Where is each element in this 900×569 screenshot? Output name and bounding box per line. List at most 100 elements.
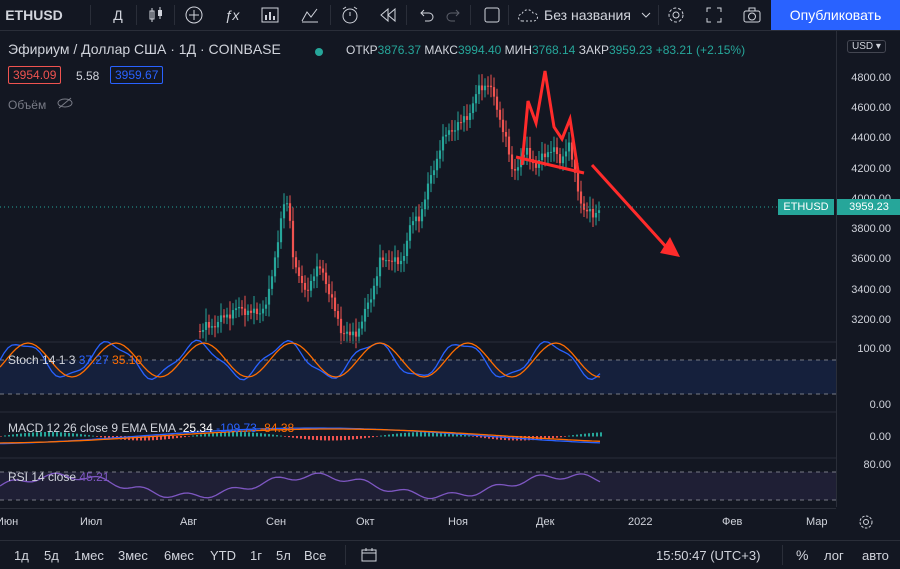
time-axis[interactable]: Июн Июл Авг Сен Окт Ноя Дек 2022 Фев Мар [0,508,836,539]
price-tick-label: 3800.00 [851,223,891,235]
cloud-icon[interactable] [516,0,540,30]
candle-body [225,314,229,318]
macd-hist-bar [528,436,530,441]
macd-hist-bar [408,432,410,437]
symbol-price-tag: ETHUSD [778,199,834,215]
macd-hist-bar [372,436,374,438]
drawn-head-shoulders [520,70,580,172]
macd-hist-bar [424,432,426,437]
drawing-pattern [515,70,680,257]
range-button[interactable]: Все [304,547,327,563]
undo-icon[interactable] [414,0,438,30]
percent-scale-toggle[interactable]: % [796,547,809,563]
fullscreen-square-icon[interactable] [480,0,504,30]
macd-hist-bar [108,436,110,439]
goto-date-icon[interactable] [360,541,378,569]
rsi-value: 45.21 [79,470,110,484]
candle-body [264,304,268,309]
eye-off-icon[interactable] [56,96,74,113]
price-tick-label: 4800.00 [851,72,891,84]
macd-hist-bar [152,436,154,441]
bottom-toolbar: 1д 5д 1мес 3мес 6мес YTD 1г 5л Все 15:50:47 (UTC… [0,540,900,569]
macd-hist-bar [256,432,258,437]
auto-scale-toggle[interactable]: авто [862,547,889,563]
macd-hist-bar [144,436,146,441]
macd-hist-bar [240,432,242,437]
candle-body [210,326,214,328]
macd-hist-bar [396,433,398,437]
candle-body [198,331,202,332]
range-button[interactable]: 1мес [74,547,104,563]
macd-hist-bar [420,432,422,437]
candle-body [384,260,388,262]
fullscreen-icon[interactable] [702,0,726,30]
range-button[interactable]: 1д [14,547,29,563]
function-icon[interactable]: ƒx [224,7,240,23]
candle-body [240,306,244,309]
candles-icon[interactable] [144,0,168,30]
publish-button[interactable]: Опубликовать [771,0,900,30]
macd-hist-bar [472,436,474,437]
candle-body [243,308,247,315]
layout-name[interactable]: Без названия [544,7,631,23]
macd-hist-bar [76,433,78,437]
bar-chart-icon[interactable] [258,0,282,30]
strategy-icon[interactable] [298,0,322,30]
macd-hist-bar [32,432,34,437]
range-button[interactable]: 6мес [164,547,194,563]
range-button[interactable]: 5л [276,547,291,563]
candle-body [255,308,259,314]
range-button[interactable]: 5д [44,547,59,563]
camera-icon[interactable] [740,0,764,30]
sell-price-box[interactable]: 3954.09 [8,66,62,84]
replay-icon[interactable] [376,0,400,30]
candle-body [372,285,376,300]
toolbar-divider [345,545,346,565]
macd-hist-bar [412,432,414,437]
candle-body [300,275,304,283]
log-scale-toggle[interactable]: лог [824,547,844,563]
macd-hist-bar [236,432,238,437]
stoch-band [0,360,836,394]
candle-body [279,218,283,243]
macd-hist-bar [596,432,598,437]
clock-timezone[interactable]: 15:50:47 (UTC+3) [656,547,761,563]
candle-body [369,299,373,303]
currency-select[interactable]: USD ▾ [847,40,886,53]
macd-hist-bar [52,432,54,437]
toolbar-divider [90,5,91,25]
chart-settings-gear-icon[interactable] [858,514,874,535]
macd-hist-bar [64,432,66,437]
range-button[interactable]: 1г [250,547,262,563]
candle-body [219,315,223,322]
macd-hist-bar [176,436,178,439]
macd-hist-bar [196,435,198,437]
alert-icon[interactable] [338,0,362,30]
macd-hist-bar [16,433,18,437]
price-axis[interactable]: USD ▾ 4800.004600.004400.004200.004000.0… [836,31,900,507]
last-price-tag: 3959.23 [837,199,900,215]
macd-hist-bar [440,432,442,437]
gear-icon[interactable] [664,0,688,30]
candle-body [408,225,412,241]
chevron-down-icon[interactable] [638,0,654,30]
range-button[interactable]: YTD [210,547,236,563]
candle-body [447,130,451,135]
redo-icon[interactable] [442,0,466,30]
buy-price-box[interactable]: 3959.67 [110,66,164,84]
interval-button[interactable]: Д [113,7,123,23]
candle-body [576,172,580,192]
price-chart[interactable] [0,31,836,507]
range-button[interactable]: 3мес [118,547,148,563]
candle-body [414,216,418,222]
add-indicator-icon[interactable] [182,0,206,30]
symbol-search[interactable]: ETHUSD [5,7,63,23]
candle-body [252,308,256,313]
macd-hist-bar [416,432,418,437]
macd-hist-bar [272,434,274,437]
macd-hist-bar [492,436,494,440]
macd-hist-bar [208,433,210,437]
macd-hist-bar [192,435,194,437]
stoch-d-line [0,342,601,378]
macd-hist-bar [548,436,550,439]
